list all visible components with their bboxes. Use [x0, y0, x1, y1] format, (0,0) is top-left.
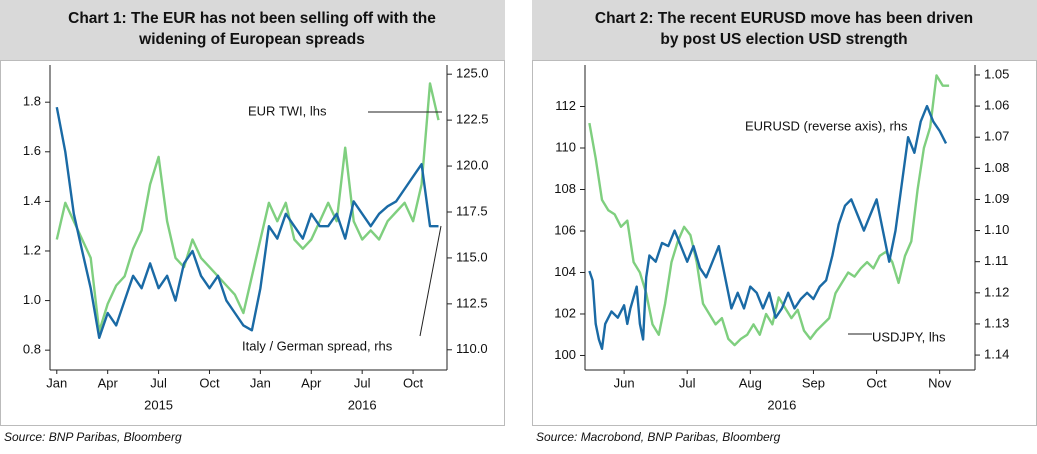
y2-tick-label: 115.0 — [456, 249, 488, 264]
x-tick-label: Jul — [150, 375, 167, 390]
series-label: EURUSD (reverse axis), rhs — [745, 118, 908, 133]
y-tick-label: 1.0 — [23, 292, 41, 307]
series-label: Italy / German spread, rhs — [242, 338, 393, 353]
y2-tick-label: 1.12 — [984, 284, 1009, 299]
x-tick-label: Jun — [614, 375, 635, 390]
title-band — [532, 0, 1037, 60]
y-tick-label: 108 — [554, 181, 576, 196]
y2-tick-label: 1.07 — [984, 129, 1009, 144]
y-tick-label: 1.2 — [23, 242, 41, 257]
label-leader — [419, 225, 442, 337]
y2-tick-label: 125.0 — [456, 66, 489, 81]
x-tick-label: Apr — [301, 375, 322, 390]
series-label: EUR TWI, lhs — [248, 103, 327, 118]
y-tick-label: 1.8 — [23, 94, 41, 109]
x-tick-label: Apr — [98, 375, 119, 390]
y-tick-label: 102 — [554, 305, 576, 320]
x-tick-label: Oct — [199, 375, 220, 390]
y2-tick-label: 120.0 — [456, 157, 489, 172]
y2-tick-label: 1.08 — [984, 160, 1009, 175]
y-tick-label: 1.6 — [23, 143, 41, 158]
source: Source: BNP Paribas, Bloomberg — [4, 430, 182, 444]
x-tick-label: Jul — [354, 375, 371, 390]
year-label: 2016 — [348, 397, 377, 412]
x-tick-label: Sep — [802, 375, 825, 390]
title-band — [0, 0, 505, 60]
series-line — [588, 74, 950, 347]
y2-tick-label: 1.14 — [984, 346, 1009, 361]
y-tick-label: 100 — [554, 347, 576, 362]
chart-title: widening of European spreads — [138, 31, 365, 48]
panel-frame — [0, 60, 505, 426]
y-tick-label: 112 — [555, 98, 576, 113]
source: Source: Macrobond, BNP Paribas, Bloomber… — [536, 430, 781, 444]
x-tick-label: Aug — [739, 375, 762, 390]
year-label: 2015 — [144, 397, 173, 412]
chart-title: Chart 1: The EUR has not been selling of… — [68, 10, 436, 27]
y2-tick-label: 122.5 — [456, 112, 489, 127]
x-tick-label: Oct — [403, 375, 424, 390]
y2-tick-label: 110.0 — [456, 341, 488, 356]
y-tick-label: 110 — [555, 139, 576, 154]
y-tick-label: 106 — [554, 222, 576, 237]
x-tick-label: Nov — [928, 375, 952, 390]
y2-tick-label: 1.10 — [984, 222, 1009, 237]
y2-tick-label: 1.09 — [984, 191, 1009, 206]
series-line — [55, 82, 440, 333]
x-tick-label: Jan — [46, 375, 67, 390]
y2-tick-label: 1.05 — [984, 66, 1009, 81]
year-label: 2016 — [767, 397, 796, 412]
x-tick-label: Oct — [866, 375, 887, 390]
chart-title: by post US election USD strength — [660, 31, 907, 48]
y-tick-label: 104 — [554, 264, 576, 279]
panel-frame — [532, 60, 1037, 426]
x-tick-label: Jul — [679, 375, 696, 390]
y-tick-label: 1.4 — [23, 193, 41, 208]
chart-title: Chart 2: The recent EURUSD move has been… — [595, 10, 973, 27]
x-tick-label: Jan — [250, 375, 271, 390]
y2-tick-label: 112.5 — [456, 295, 488, 310]
y2-tick-label: 1.11 — [984, 253, 1008, 268]
series-line — [588, 104, 948, 350]
y-tick-label: 0.8 — [23, 342, 41, 357]
series-line — [55, 106, 439, 339]
y2-tick-label: 1.06 — [984, 98, 1009, 113]
y2-tick-label: 1.13 — [984, 315, 1009, 330]
series-label: USDJPY, lhs — [872, 329, 946, 344]
y2-tick-label: 117.5 — [456, 203, 488, 218]
